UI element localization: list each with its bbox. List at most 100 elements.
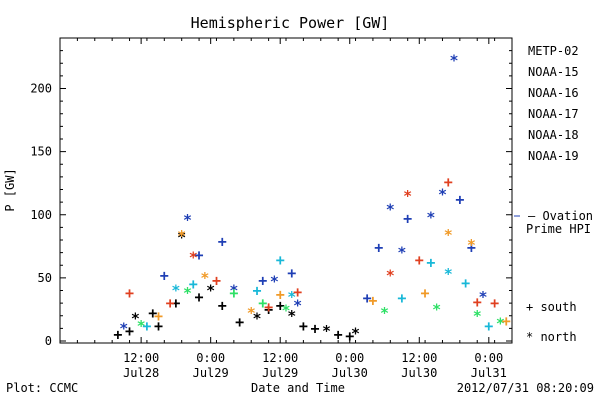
y-tick-label: 0 (45, 334, 52, 348)
data-points: + +* +++*+ *++ * + +*+ + * + +**+*++*+ * +* ++**+ ***+… (113, 52, 510, 345)
x-axis: 12:00Jul280:00Jul2912:00Jul290:00Jul3012… (59, 38, 513, 380)
point-noaa-18-south: + (276, 285, 285, 303)
point-metp-02-south: + (345, 327, 354, 345)
point-noaa-18-north: * (177, 227, 186, 245)
point-noaa-16-south: + (276, 251, 285, 269)
point-noaa-16-south: + (189, 275, 198, 293)
x-tick-label: 12:00 (123, 351, 159, 365)
chart-title: Hemispheric Power [GW] (191, 14, 390, 32)
point-metp-02-south: + (148, 304, 157, 322)
point-noaa-15-south: + (287, 264, 296, 282)
point-noaa-15-north: * (229, 282, 238, 300)
point-noaa-16-south: + (461, 274, 470, 292)
point-noaa-15-south: + (467, 239, 476, 257)
y-axis: 0 50 100 150 200 (30, 37, 512, 348)
point-metp-02-south: + (264, 300, 273, 318)
point-metp-02-south: + (113, 326, 122, 344)
point-noaa-19-north: * (189, 249, 198, 267)
point-metp-02-south: + (171, 294, 180, 312)
point-noaa-18-south: + (421, 284, 430, 302)
point-noaa-18-south: + (368, 292, 377, 310)
y-tick-label: 150 (30, 145, 52, 159)
point-noaa-15-south: + (218, 232, 227, 250)
point-noaa-15-south: + (374, 239, 383, 257)
x-tick-date-label: Jul29 (193, 366, 229, 380)
point-noaa-15-south: + (160, 266, 169, 284)
legend-noaa-18: NOAA-18 (528, 128, 579, 142)
point-noaa-15-north: * (293, 297, 302, 315)
point-noaa-18-north: * (200, 269, 209, 287)
point-noaa-16-north: * (171, 282, 180, 300)
point-noaa-18-north: * (444, 226, 453, 244)
point-noaa-19-south: + (125, 284, 134, 302)
point-metp-02-north: * (253, 309, 262, 327)
point-noaa-17-north: * (380, 304, 389, 322)
point-noaa-15-north: * (386, 201, 395, 219)
point-noaa-16-south: + (397, 289, 406, 307)
point-metp-02-south: + (195, 288, 204, 306)
ovation-label-line1: — Ovation (528, 209, 593, 223)
point-noaa-19-south: + (293, 283, 302, 301)
marker-legend-south: + south (526, 300, 577, 314)
point-metp-02-north: * (177, 228, 186, 246)
x-tick-label: 12:00 (401, 351, 437, 365)
point-metp-02-north: * (322, 322, 331, 340)
point-noaa-15-north: * (426, 208, 435, 226)
point-noaa-15-north: * (397, 244, 406, 262)
point-noaa-15-north: * (119, 319, 128, 337)
point-metp-02-south: + (235, 313, 244, 331)
point-noaa-17-south: + (229, 284, 238, 302)
point-noaa-16-south: + (426, 254, 435, 272)
point-noaa-18-north: * (467, 236, 476, 254)
marker-legend: + south * north (526, 300, 577, 344)
point-noaa-15-south: + (455, 191, 464, 209)
legend-noaa-15: NOAA-15 (528, 65, 579, 79)
legend-metp-02: METP-02 (528, 44, 579, 58)
point-metp-02-north: * (131, 309, 140, 327)
point-noaa-19-north: * (403, 187, 412, 205)
point-noaa-15-south: + (363, 289, 372, 307)
x-axis-label: Date and Time (251, 381, 345, 395)
y-tick-label: 50 (38, 271, 52, 285)
point-metp-02-north: * (206, 282, 215, 300)
x-tick-date-label: Jul30 (401, 366, 437, 380)
point-metp-02-north: * (351, 324, 360, 342)
legend-noaa-19: NOAA-19 (528, 149, 579, 163)
point-noaa-17-north: * (183, 284, 192, 302)
point-noaa-19-south: + (473, 293, 482, 311)
timestamp: 2012/07/31 08:20:09 (457, 381, 594, 395)
point-noaa-19-south: + (415, 251, 424, 269)
y-axis-label: P [GW] (3, 168, 17, 211)
x-tick-label: 0:00 (474, 351, 503, 365)
point-noaa-16-south: + (253, 282, 262, 300)
point-noaa-16-south: + (142, 317, 151, 335)
point-noaa-19-south: + (212, 271, 221, 289)
point-noaa-15-south: + (195, 246, 204, 264)
point-metp-02-south: + (276, 297, 285, 315)
point-noaa-15-north: * (270, 273, 279, 291)
x-tick-date-label: Jul30 (332, 366, 368, 380)
x-tick-date-label: Jul28 (123, 366, 159, 380)
point-noaa-17-north: * (137, 317, 146, 335)
y-tick-label: 100 (30, 208, 52, 222)
x-tick-label: 0:00 (196, 351, 225, 365)
point-noaa-18-north: * (247, 304, 256, 322)
point-noaa-19-south: + (490, 294, 499, 312)
point-metp-02-south: + (218, 297, 227, 315)
point-noaa-17-south: + (258, 294, 267, 312)
point-noaa-19-north: * (386, 266, 395, 284)
point-noaa-19-south: + (264, 298, 273, 316)
point-noaa-15-south: + (258, 271, 267, 289)
point-metp-02-south: + (125, 322, 134, 340)
point-noaa-17-north: * (432, 300, 441, 318)
y-tick-label: 200 (30, 82, 52, 96)
point-noaa-18-south: + (154, 307, 163, 325)
point-metp-02-south: + (154, 317, 163, 335)
plot-credit: Plot: CCMC (6, 381, 78, 395)
legend: METP-02 NOAA-15 NOAA-16 NOAA-17 NOAA-18 NOAA-… (528, 44, 579, 163)
x-tick-label: 12:00 (262, 351, 298, 365)
point-noaa-16-south: + (484, 317, 493, 335)
x-tick-date-label: Jul29 (262, 366, 298, 380)
x-tick-date-label: Jul31 (471, 366, 507, 380)
